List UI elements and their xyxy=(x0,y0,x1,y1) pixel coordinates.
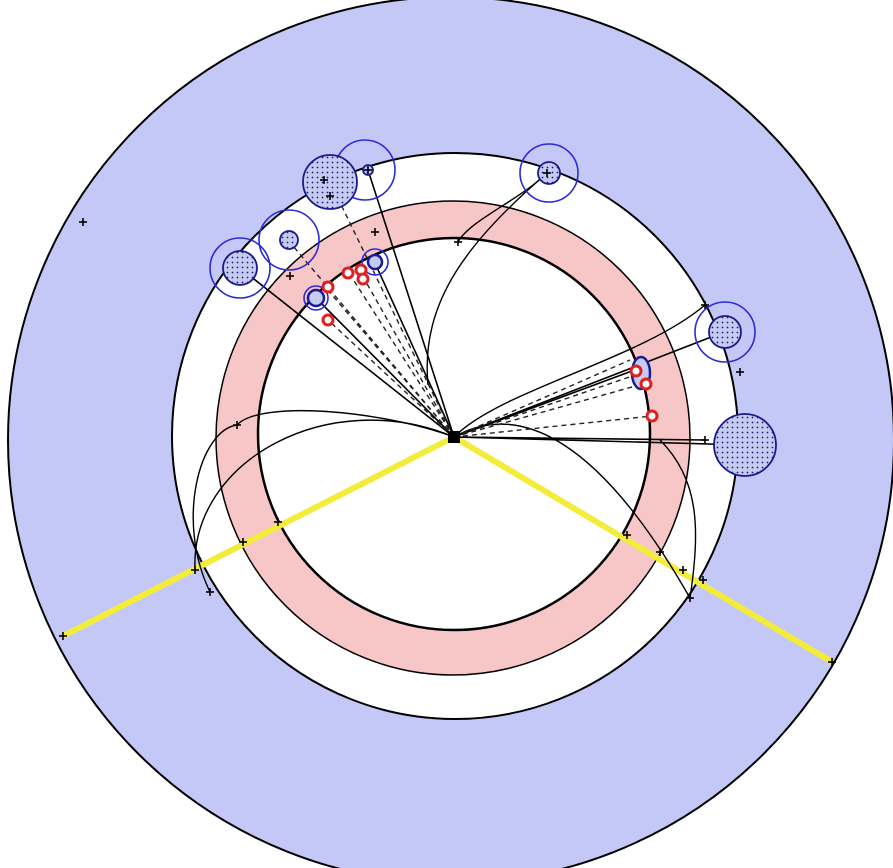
cross-marker xyxy=(686,594,694,602)
cross-marker xyxy=(828,658,836,666)
cross-marker xyxy=(679,566,687,574)
cross-markers xyxy=(59,166,836,666)
cross-marker xyxy=(59,632,67,640)
cross-marker xyxy=(701,436,709,444)
cross-marker xyxy=(656,548,664,556)
yellow-cut-lines xyxy=(61,434,834,665)
cross-marker xyxy=(701,301,709,309)
blue-outline-circles xyxy=(209,139,756,363)
cross-marker xyxy=(371,228,379,236)
cross-marker xyxy=(320,176,328,184)
dotted-disc xyxy=(279,230,299,250)
center-node xyxy=(448,431,460,443)
cross-marker xyxy=(623,531,631,539)
cross-marker xyxy=(239,538,247,546)
red-markers xyxy=(321,263,659,423)
dotted-disc xyxy=(713,413,777,477)
cross-marker xyxy=(79,218,87,226)
cross-marker xyxy=(233,421,241,429)
dotted-disc xyxy=(302,154,358,210)
dotted-discs xyxy=(222,154,777,477)
cross-marker xyxy=(543,169,551,177)
dotted-disc xyxy=(222,250,258,286)
cross-marker xyxy=(454,238,462,246)
dashed-rays xyxy=(287,181,653,438)
cross-marker xyxy=(364,166,372,174)
cross-marker xyxy=(326,192,334,200)
dotted-disc xyxy=(708,315,742,349)
cross-marker xyxy=(274,518,282,526)
cross-marker xyxy=(736,368,744,376)
cross-marker xyxy=(286,272,294,280)
cross-marker xyxy=(699,576,707,584)
solid-rays xyxy=(239,169,746,446)
cross-marker xyxy=(191,566,199,574)
cross-marker xyxy=(206,588,214,596)
